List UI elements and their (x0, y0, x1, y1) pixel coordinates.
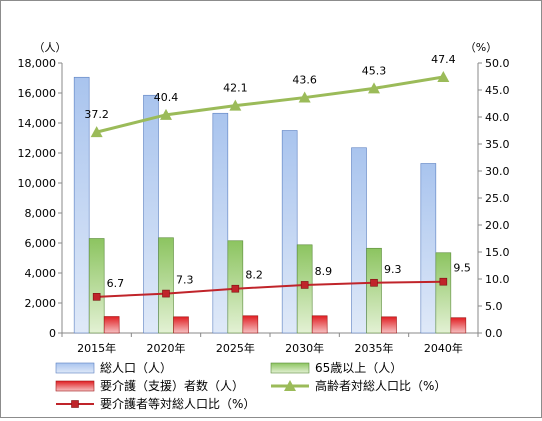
elderly-ratio-label: 37.2 (84, 108, 109, 121)
care-ratio-marker (231, 284, 240, 293)
left-tick-label: 0 (49, 327, 56, 340)
bar-care (103, 316, 120, 334)
legend-care-count-swatch (55, 380, 95, 392)
elderly-ratio-marker (160, 108, 172, 120)
bar-total (143, 94, 159, 334)
right-tick-label: 10.0 (485, 273, 510, 286)
bar-elderly (366, 247, 382, 334)
care-ratio-marker (92, 293, 101, 301)
care-ratio-line (96, 280, 444, 298)
legend-total-population-label: 総人口（人） (100, 361, 172, 375)
care-ratio-label: 9.3 (384, 263, 402, 276)
bar-care (381, 316, 397, 334)
right-tick-label: 20.0 (485, 219, 510, 232)
bar-care (311, 315, 328, 334)
care-ratio-label: 8.2 (245, 269, 262, 282)
care-ratio-label: 7.3 (176, 274, 194, 287)
x-tick-label: 2015年 (77, 341, 116, 355)
legend-elderly-ratio-swatch-marker (284, 380, 296, 391)
elderly-ratio-marker (298, 91, 311, 103)
bar-care (450, 317, 467, 334)
elderly-ratio-label: 40.4 (154, 91, 179, 104)
elderly-ratio-marker (368, 82, 380, 94)
x-tick-label: 2040年 (424, 341, 463, 355)
bar-total (351, 147, 367, 334)
care-ratio-marker (370, 278, 378, 287)
legend-care-ratio-label: 要介護者等対総人口比（%） (100, 396, 255, 411)
elderly-ratio-marker (437, 71, 450, 83)
left-axis-unit: （人） (34, 41, 67, 54)
right-tick-label: 35.0 (485, 138, 510, 151)
legend-care-count-label: 要介護（支援）者数（人） (100, 378, 244, 393)
right-tick-label: 40.0 (485, 111, 510, 124)
right-tick-label: 30.0 (485, 165, 510, 178)
elderly-ratio-line (96, 75, 444, 134)
right-tick-label: 45.0 (485, 84, 510, 97)
left-tick-label: 4,000 (25, 267, 57, 280)
care-ratio-label: 6.7 (107, 277, 125, 290)
x-tick-label: 2025年 (216, 341, 255, 355)
right-tick-label: 5.0 (485, 300, 503, 313)
x-tick-label: 2030年 (285, 341, 324, 355)
legend-elderly-population-label: 65歳以上（人） (315, 361, 402, 375)
legend-elderly-ratio-label: 高齢者対総人口比（%） (315, 378, 446, 393)
legend-care-ratio-swatch-marker (71, 400, 79, 408)
elderly-ratio-marker (90, 126, 103, 138)
left-tick-label: 18,000 (18, 57, 57, 70)
right-axis-unit: （%） (465, 41, 497, 54)
bar-care (242, 315, 259, 334)
right-tick-label: 15.0 (485, 246, 510, 259)
left-tick-label: 10,000 (18, 177, 57, 190)
x-tick-label: 2035年 (355, 341, 394, 355)
care-ratio-marker (300, 281, 309, 289)
elderly-ratio-label: 47.4 (431, 53, 456, 66)
bar-elderly (296, 244, 313, 334)
elderly-ratio-marker (229, 99, 242, 111)
care-ratio-label: 8.9 (315, 265, 333, 278)
right-tick-label: 0.0 (485, 327, 503, 340)
bar-total (212, 112, 229, 334)
bar-elderly (158, 237, 174, 334)
bar-elderly (88, 238, 105, 334)
bar-elderly (435, 252, 452, 334)
bar-total (73, 76, 90, 334)
bar-care (173, 316, 189, 334)
right-tick-label: 25.0 (485, 192, 510, 205)
left-tick-label: 8,000 (25, 207, 57, 220)
elderly-ratio-label: 43.6 (292, 74, 317, 87)
care-ratio-marker (439, 277, 448, 286)
left-tick-label: 6,000 (25, 237, 57, 250)
legend-total-population-swatch (55, 362, 95, 374)
care-ratio-marker (162, 289, 170, 298)
x-tick-label: 2020年 (147, 341, 186, 355)
left-tick-label: 12,000 (18, 147, 57, 160)
left-tick-label: 16,000 (18, 87, 57, 100)
legend-elderly-population-swatch (270, 362, 310, 374)
bar-total (420, 163, 437, 334)
elderly-ratio-label: 42.1 (223, 82, 248, 95)
left-tick-label: 14,000 (18, 117, 57, 130)
elderly-ratio-label: 45.3 (362, 64, 387, 77)
care-ratio-label: 9.5 (453, 262, 471, 275)
right-tick-label: 50.0 (485, 57, 510, 70)
bar-total (281, 130, 298, 334)
left-tick-label: 2,000 (25, 297, 57, 310)
